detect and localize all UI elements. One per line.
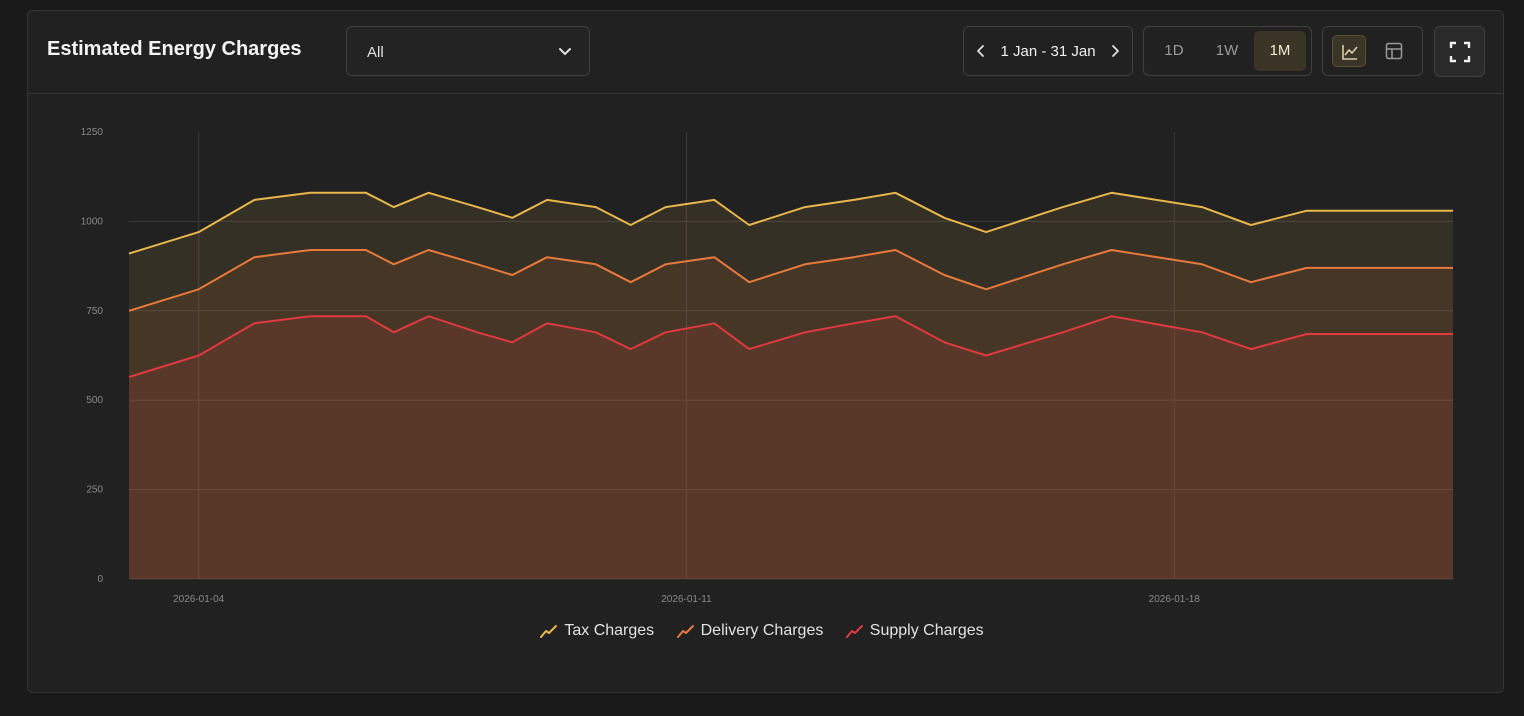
legend-label-delivery: Delivery Charges [700, 622, 824, 639]
series-line-delivery-charges [128, 249, 1453, 312]
chevron-down-icon [557, 43, 573, 64]
range-1d-button[interactable]: 1D [1164, 42, 1184, 59]
chevron-right-icon[interactable] [1108, 44, 1122, 63]
line-chart-icon [1342, 45, 1358, 60]
trend-icon-supply [845, 625, 863, 638]
series-line-tax-charges [128, 191, 1453, 255]
series-filter-value: All [367, 44, 384, 61]
legend-item-supply[interactable]: Supply Charges [845, 622, 984, 640]
legend-item-tax[interactable]: Tax Charges [540, 622, 654, 640]
series-area-delivery-charges [129, 250, 1453, 579]
x-tick-label: 2026-01-04 [173, 594, 225, 605]
y-tick-label: 1000 [81, 216, 104, 227]
fullscreen-button[interactable] [1434, 26, 1485, 77]
table-view-button[interactable] [1377, 35, 1411, 67]
chart-legend: Tax Charges Delivery Charges Supply Char… [0, 622, 1524, 640]
time-range-toggle: 1D 1W 1M [1143, 26, 1312, 76]
page-title: Estimated Energy Charges [47, 38, 302, 60]
legend-label-supply: Supply Charges [869, 622, 984, 639]
view-toggle [1322, 26, 1423, 76]
fullscreen-icon [1449, 41, 1471, 63]
y-tick-label: 1250 [81, 127, 104, 138]
y-tick-label: 0 [97, 574, 103, 585]
range-1w-button[interactable]: 1W [1215, 42, 1239, 59]
series-filter-select[interactable]: All [346, 26, 590, 76]
chevron-left-icon[interactable] [974, 44, 988, 63]
legend-item-delivery[interactable]: Delivery Charges [676, 622, 824, 640]
range-1m-button[interactable]: 1M [1254, 31, 1306, 71]
card-header: Estimated Energy Charges All 1 Jan - 31 … [28, 11, 1503, 94]
series-area-supply-charges [129, 316, 1453, 579]
date-range-label: 1 Jan - 31 Jan [1000, 43, 1096, 60]
trend-icon-delivery [676, 625, 694, 638]
x-tick-label: 2026-01-18 [1149, 594, 1201, 605]
y-tick-label: 500 [86, 395, 103, 406]
y-tick-label: 250 [86, 485, 103, 496]
table-icon [1385, 42, 1403, 60]
date-range-picker: 1 Jan - 31 Jan [963, 26, 1133, 76]
x-tick-label: 2026-01-11 [661, 594, 712, 605]
trend-icon-tax [540, 625, 558, 638]
line-chart-view-button[interactable] [1332, 35, 1366, 67]
series-line-supply-charges [128, 315, 1453, 378]
y-tick-label: 750 [86, 306, 103, 317]
legend-label-tax: Tax Charges [564, 622, 655, 639]
series-area-tax-charges [129, 192, 1453, 580]
